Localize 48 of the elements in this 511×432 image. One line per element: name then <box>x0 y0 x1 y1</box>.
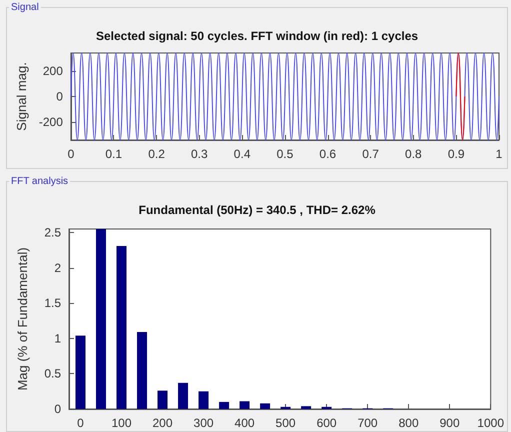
text: Signal <box>10 2 40 13</box>
x-tick-label: 800 <box>398 416 419 430</box>
bar <box>116 246 126 409</box>
x-tick-label: 200 <box>152 416 173 430</box>
x-tick-label: 0.3 <box>191 147 208 161</box>
bar <box>178 382 188 409</box>
bar <box>96 229 106 409</box>
x-tick-label: 700 <box>358 416 378 430</box>
y-axis-title: Mag (% of Fundamental) <box>15 247 30 391</box>
x-tick-label: 500 <box>276 416 296 430</box>
x-tick-label: 0.6 <box>319 147 336 161</box>
y-tick-label: 2.5 <box>44 226 62 240</box>
x-tick-label: 600 <box>316 416 337 430</box>
bar <box>137 332 148 409</box>
bar <box>260 403 270 409</box>
bar <box>301 406 312 409</box>
y-tick-label: 200 <box>42 64 64 78</box>
chart-title: Fundamental (50Hz) = 340.5 , THD= 2.62% <box>138 203 376 217</box>
y-axis-title: Signal mag. <box>14 62 29 131</box>
x-tick-label: 0.2 <box>148 147 166 161</box>
x-tick-label: 100 <box>111 416 132 430</box>
y-tick-label: -200 <box>38 115 64 130</box>
x-tick-label: 0.4 <box>234 147 251 161</box>
bar <box>240 401 250 409</box>
x-tick-label: 0.5 <box>276 147 294 161</box>
text: FFT analysis <box>10 176 70 187</box>
x-tick-label: 900 <box>440 416 460 430</box>
x-tick-label: 400 <box>234 416 255 430</box>
chart-title: Selected signal: 50 cycles. FFT window (in red): 1 cycles <box>96 29 418 43</box>
x-tick-label: 300 <box>194 416 214 430</box>
bar <box>219 402 230 409</box>
y-tick-label: 0.5 <box>44 366 62 381</box>
x-tick-label: 0.1 <box>105 147 122 161</box>
bar <box>198 391 209 409</box>
x-tick-label: 0.7 <box>362 147 380 161</box>
bar <box>158 390 168 409</box>
y-tick-label: 2 <box>54 260 62 275</box>
y-tick-label: 1.5 <box>44 296 62 310</box>
x-tick-label: 1 <box>496 147 503 161</box>
x-tick-label: 1000 <box>477 416 504 430</box>
y-tick-label: 1 <box>54 331 62 346</box>
bar <box>75 336 86 409</box>
x-tick-label: 0.9 <box>448 147 465 161</box>
y-tick-label: 0 <box>56 90 64 104</box>
x-tick-label: 0 <box>68 147 75 161</box>
y-tick-label: 0 <box>54 402 62 416</box>
x-tick-label: 0 <box>77 416 84 430</box>
x-tick-label: 0.8 <box>405 147 422 161</box>
